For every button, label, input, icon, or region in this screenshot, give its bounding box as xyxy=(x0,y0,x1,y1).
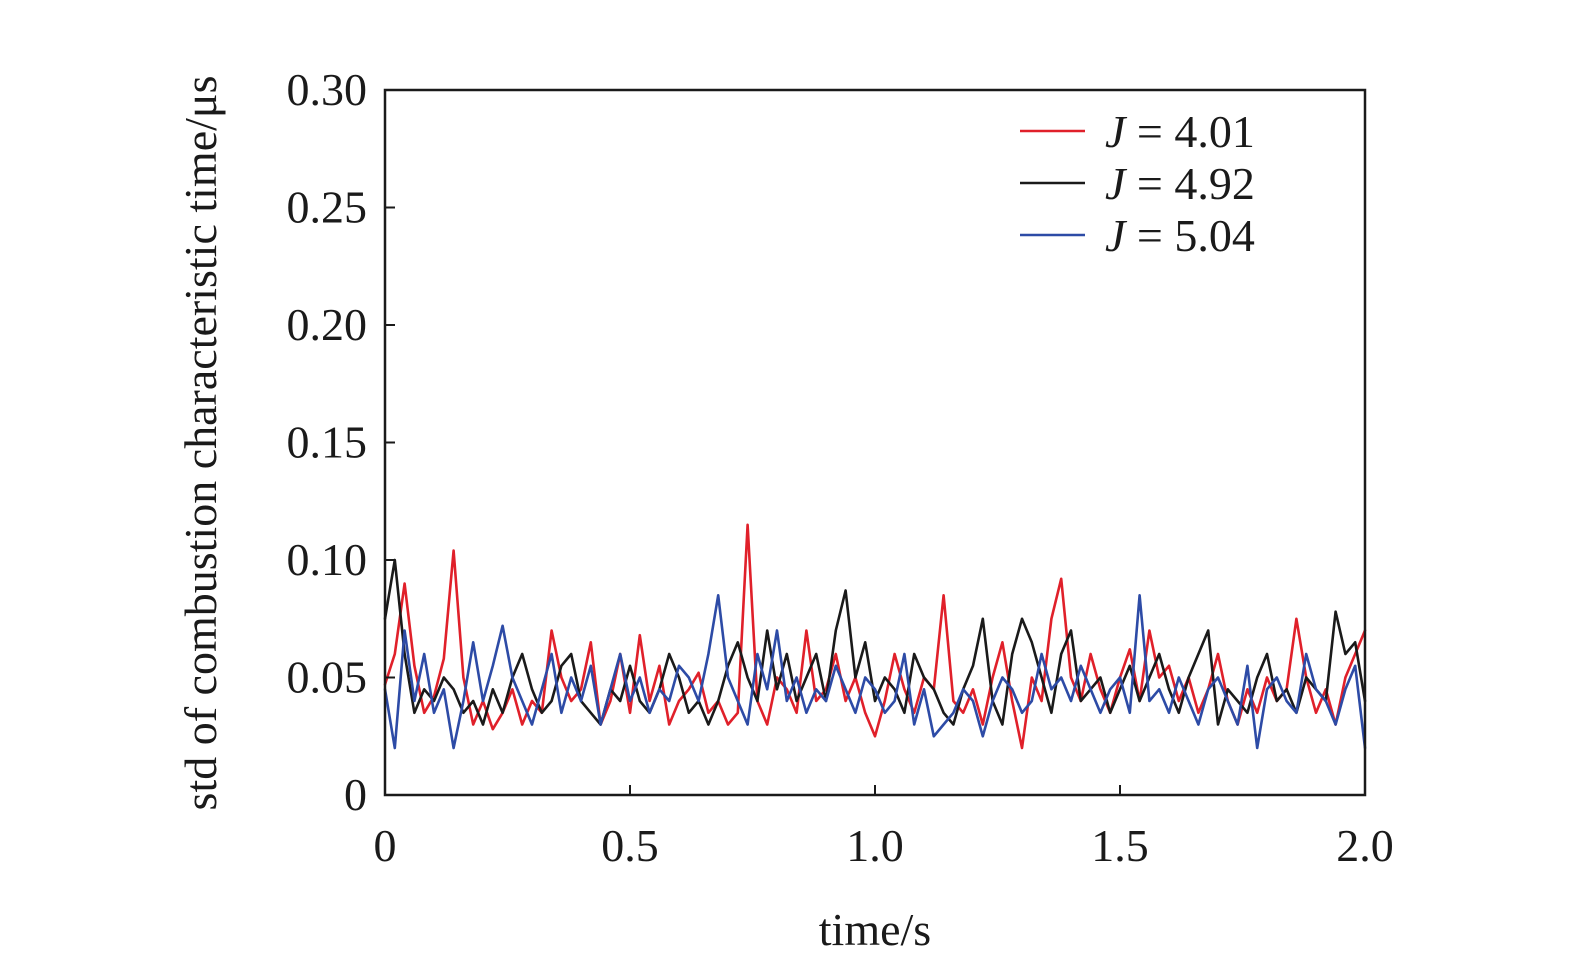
legend-variable: J xyxy=(1105,106,1128,157)
x-tick-label: 1.5 xyxy=(1091,820,1149,871)
y-tick-label: 0.10 xyxy=(287,534,368,585)
legend: J = 4.01J = 4.92J = 5.04 xyxy=(1020,106,1255,261)
x-tick-label: 1.0 xyxy=(846,820,904,871)
legend-value: = 5.04 xyxy=(1125,210,1254,261)
x-tick-label: 2.0 xyxy=(1336,820,1394,871)
y-axis-title: std of combustion characteristic time/μs xyxy=(175,76,226,811)
legend-variable: J xyxy=(1105,210,1128,261)
y-tick-label: 0.20 xyxy=(287,299,368,350)
x-axis-title: time/s xyxy=(819,904,931,955)
legend-value: = 4.92 xyxy=(1125,158,1254,209)
legend-label-1: J = 4.01 xyxy=(1105,106,1255,157)
x-tick-label: 0.5 xyxy=(601,820,659,871)
legend-label-2: J = 4.92 xyxy=(1105,158,1255,209)
y-tick-label: 0.05 xyxy=(287,652,368,703)
y-tick-label: 0.15 xyxy=(287,417,368,468)
y-tick-label: 0.30 xyxy=(287,64,368,115)
y-tick-label: 0 xyxy=(344,769,367,820)
series-layer xyxy=(383,523,1367,750)
legend-value: = 4.01 xyxy=(1125,106,1254,157)
series-line-3 xyxy=(383,594,1367,750)
legend-label-3: J = 5.04 xyxy=(1105,210,1255,261)
series-line-1 xyxy=(383,523,1367,750)
legend-variable: J xyxy=(1105,158,1128,209)
x-axis-ticks: 0 0.5 1.0 1.5 2.0 xyxy=(374,785,1394,871)
x-tick-label: 0 xyxy=(374,820,397,871)
y-axis-ticks: 0 0.05 0.10 0.15 0.20 0.25 0.30 xyxy=(287,64,395,820)
y-tick-label: 0.25 xyxy=(287,182,368,233)
series-line-2 xyxy=(383,558,1367,726)
